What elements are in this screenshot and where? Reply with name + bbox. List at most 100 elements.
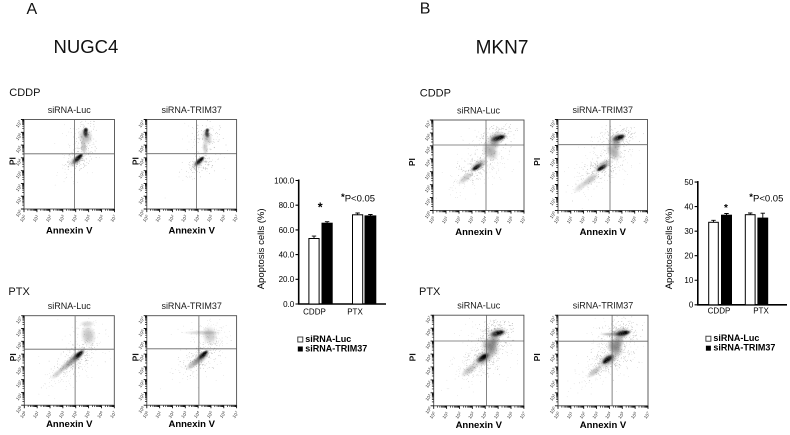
svg-text:102: 102 [15,379,24,388]
svg-text:100: 100 [18,214,27,223]
svg-text:103: 103 [466,215,475,224]
svg-text:PI: PI [532,158,542,166]
svg-text:101: 101 [565,411,574,420]
svg-text:siRNA-TRIM37: siRNA-TRIM37 [713,343,775,353]
svg-text:40.0: 40.0 [279,251,295,260]
svg-text:NUGC4: NUGC4 [54,36,119,57]
svg-text:100: 100 [548,406,557,415]
svg-text:103: 103 [591,411,600,420]
svg-text:40: 40 [684,203,693,212]
svg-text:102: 102 [548,184,557,193]
svg-text:104: 104 [480,411,489,420]
svg-text:106: 106 [218,410,227,419]
svg-text:PI: PI [130,157,140,165]
svg-text:105: 105 [492,215,501,224]
svg-text:Annexin V: Annexin V [168,419,215,430]
svg-text:105: 105 [548,341,557,350]
svg-text:106: 106 [630,411,639,420]
svg-text:105: 105 [83,410,92,419]
svg-text:100: 100 [137,209,146,218]
svg-text:PI: PI [532,353,542,361]
svg-text:siRNA-TRIM37: siRNA-TRIM37 [161,105,222,115]
svg-text:*P<0.05: *P<0.05 [749,192,783,205]
svg-text:0: 0 [689,301,694,310]
svg-text:105: 105 [14,145,23,154]
svg-text:101: 101 [424,393,433,402]
svg-text:102: 102 [44,410,53,419]
svg-text:106: 106 [629,215,638,224]
svg-text:CDDP: CDDP [9,87,40,99]
svg-text:100: 100 [552,411,561,420]
svg-text:102: 102 [578,215,587,224]
svg-text:104: 104 [70,410,79,419]
svg-text:100: 100 [427,215,436,224]
svg-text:PTX: PTX [419,286,441,298]
svg-text:Apoptosis cells (%): Apoptosis cells (%) [664,209,675,290]
svg-text:104: 104 [70,214,79,223]
svg-text:107: 107 [518,215,527,224]
svg-text:102: 102 [167,214,176,223]
svg-text:104: 104 [604,215,613,224]
svg-text:siRNA-Luc: siRNA-Luc [457,106,501,116]
svg-text:107: 107 [642,215,651,224]
svg-text:104: 104 [193,214,202,223]
svg-text:106: 106 [423,133,432,142]
svg-text:106: 106 [218,214,227,223]
svg-text:PI: PI [408,353,418,361]
svg-text:107: 107 [231,410,240,419]
svg-text:104: 104 [137,354,146,363]
svg-text:100: 100 [19,410,28,419]
svg-text:*: * [318,201,323,215]
svg-text:CDDP: CDDP [420,88,451,100]
svg-text:107: 107 [548,119,557,128]
svg-text:60.0: 60.0 [279,226,295,235]
svg-text:siRNA-TRIM37: siRNA-TRIM37 [573,301,634,311]
svg-text:100: 100 [141,410,150,419]
svg-text:siRNA-Luc: siRNA-Luc [305,334,351,344]
svg-text:Annexin V: Annexin V [580,420,627,430]
svg-text:siRNA-Luc: siRNA-Luc [457,301,501,311]
svg-text:105: 105 [617,411,626,420]
svg-text:101: 101 [15,392,24,401]
svg-text:102: 102 [423,184,432,193]
svg-text:101: 101 [154,214,163,223]
svg-text:107: 107 [642,411,651,420]
svg-text:PI: PI [130,353,140,361]
svg-text:102: 102 [548,380,557,389]
svg-text:107: 107 [518,411,527,420]
svg-text:101: 101 [548,197,557,206]
svg-text:siRNA-Luc: siRNA-Luc [713,333,759,343]
svg-text:107: 107 [423,120,432,129]
svg-text:107: 107 [109,214,118,223]
svg-text:103: 103 [137,367,146,376]
svg-text:105: 105 [137,341,146,350]
svg-text:104: 104 [423,159,432,168]
svg-text:30: 30 [684,227,693,236]
svg-text:102: 102 [454,411,463,420]
svg-text:101: 101 [154,410,163,419]
svg-text:Annexin V: Annexin V [456,420,503,430]
svg-text:104: 104 [479,215,488,224]
svg-text:100: 100 [137,405,146,414]
svg-text:104: 104 [15,354,24,363]
svg-text:PTX: PTX [753,307,769,316]
svg-text:101: 101 [441,411,450,420]
svg-text:MKN7: MKN7 [476,38,529,59]
svg-text:Annexin V: Annexin V [455,227,502,238]
svg-text:A: A [27,1,38,18]
svg-text:100: 100 [14,209,23,218]
svg-text:107: 107 [137,316,146,325]
svg-text:Annexin V: Annexin V [580,227,627,238]
svg-text:80.0: 80.0 [279,201,295,210]
svg-text:103: 103 [424,367,433,376]
svg-text:103: 103 [423,172,432,181]
svg-text:105: 105 [205,410,214,419]
svg-text:Annexin V: Annexin V [46,226,93,237]
svg-text:104: 104 [548,158,557,167]
svg-text:107: 107 [109,410,118,419]
svg-text:107: 107 [15,316,24,325]
svg-text:100: 100 [548,210,557,219]
svg-text:PI: PI [8,157,18,165]
svg-text:siRNA-Luc: siRNA-Luc [48,301,92,311]
svg-text:107: 107 [231,214,240,223]
